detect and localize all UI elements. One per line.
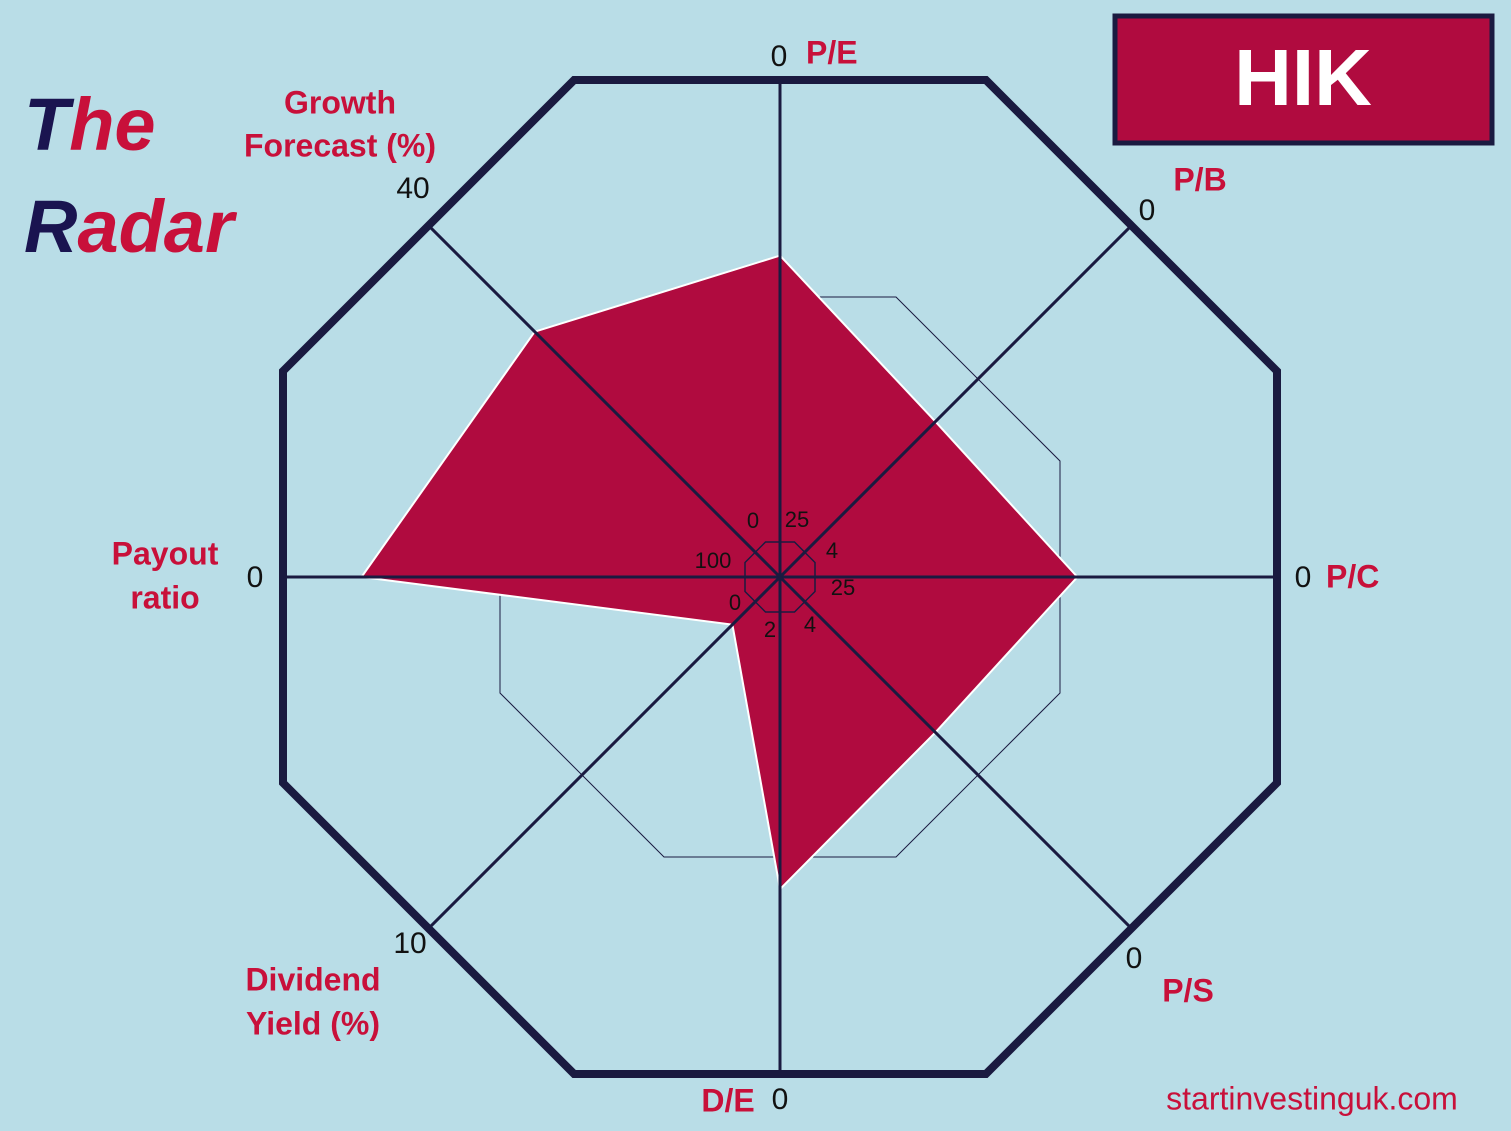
axis-line [427,575,782,930]
title-line: Radar [24,185,238,268]
tick-label: 10 [393,927,426,960]
axis-line [427,224,782,579]
axis-name: Forecast (%) [244,127,436,163]
ticker: HIK [1234,33,1372,122]
tick-label: 40 [396,172,429,205]
tick-label: 0 [1126,942,1143,975]
axis-name: Dividend [245,961,380,997]
tick-label: 4 [826,538,838,563]
axis-name: Yield (%) [246,1005,380,1041]
source: startinvestinguk.com [1166,1080,1458,1116]
axis-name: P/S [1162,972,1214,1008]
axis-name: ratio [130,579,199,615]
title-part: he [69,83,155,166]
tick-label: 2 [764,617,776,642]
tick-label: 0 [247,561,264,594]
axis-line [778,224,1133,579]
axis-name: P/E [806,34,858,70]
tick-label: 0 [771,40,788,73]
tick-label: 25 [831,575,855,600]
tick-label: 4 [804,612,816,637]
title-part: adar [77,185,238,268]
axis-name: Payout [112,535,219,571]
tick-label: 0 [1139,194,1156,227]
axis-name: P/C [1326,558,1379,594]
axis-line [778,575,1133,930]
ticker-box [1112,13,1495,146]
inner-ring [744,541,816,613]
axis-name: Growth [284,84,396,120]
axis-name: P/B [1173,161,1226,197]
tick-label: 0 [772,1083,789,1116]
axis-name: D/E [701,1082,754,1118]
title-part: T [24,83,75,166]
tick-label: 0 [729,590,741,615]
tick-label: 0 [747,508,759,533]
title-line: The [24,83,156,166]
outer-ring [279,76,1281,1078]
tick-label: 25 [785,507,809,532]
tick-label: 0 [1295,561,1312,594]
tick-label: 100 [695,548,732,573]
title-part: R [24,185,77,268]
